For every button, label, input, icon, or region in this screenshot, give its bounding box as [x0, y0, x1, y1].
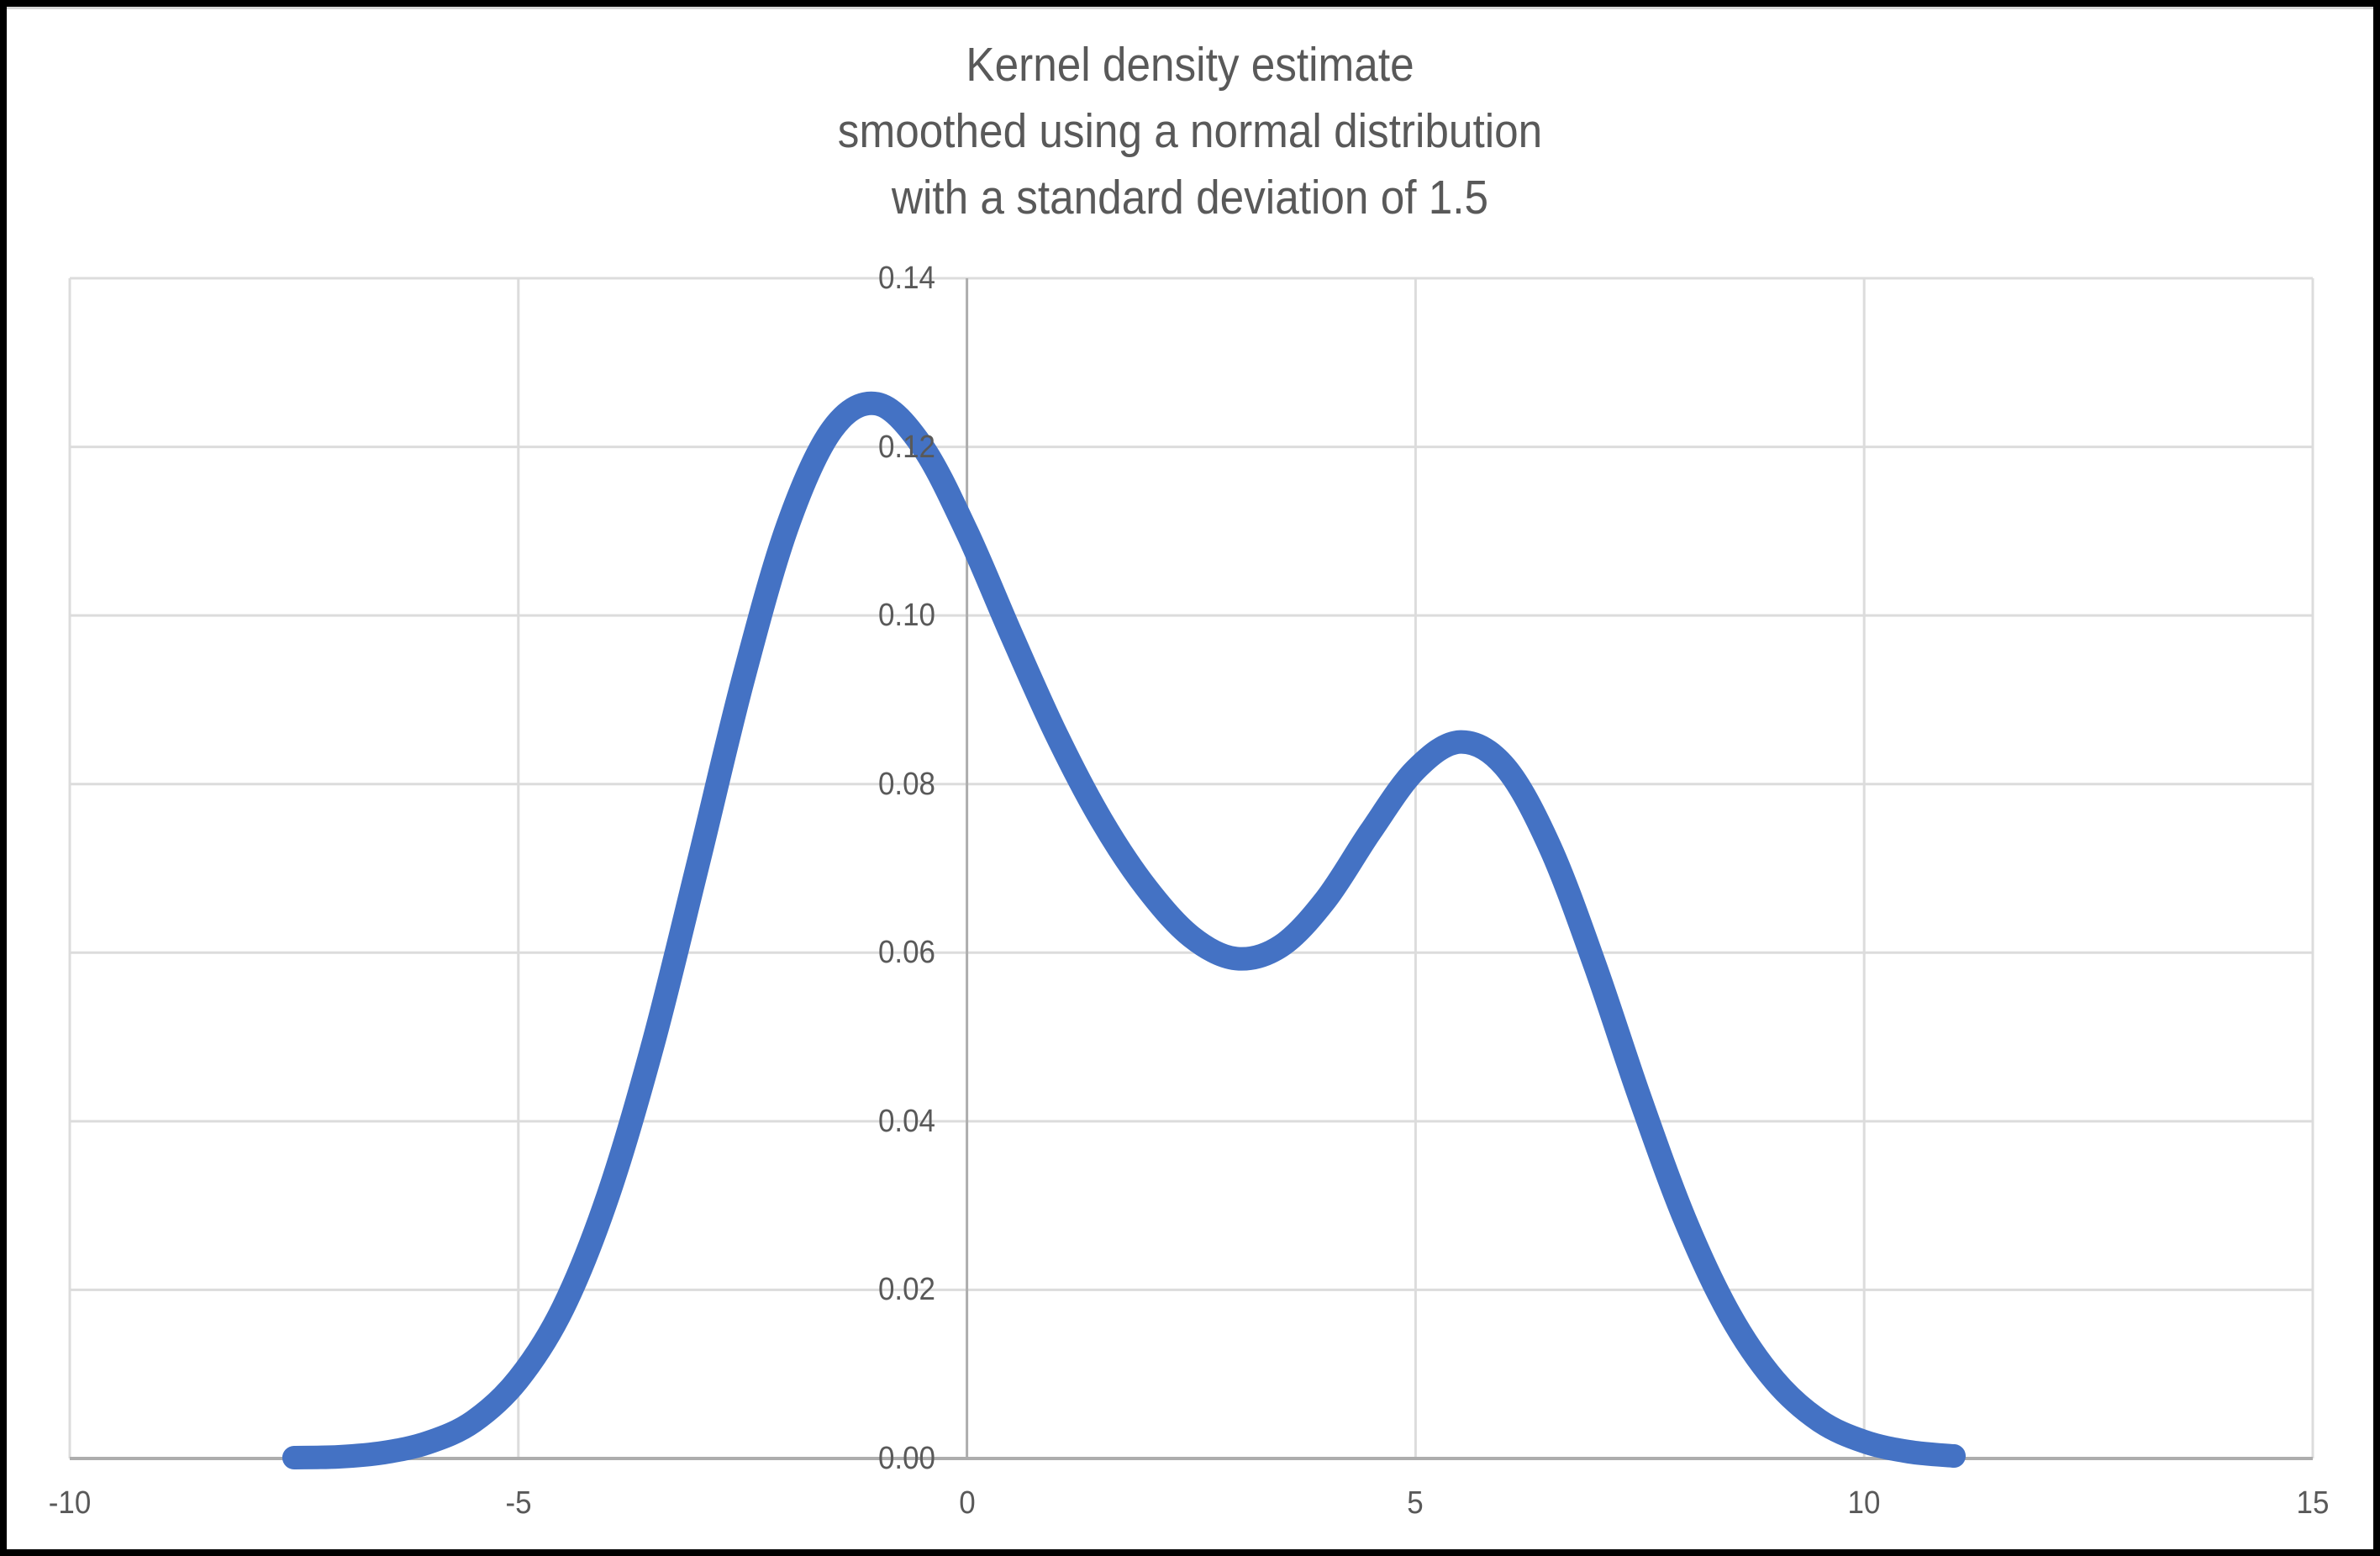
kde-curve	[282, 391, 1966, 1469]
chart-title-line-1: Kernel density estimate	[966, 38, 1414, 92]
chart-title: Kernel density estimate smoothed using a…	[119, 32, 2262, 231]
x-tick-label-15: 15	[2296, 1485, 2330, 1521]
y-tick-label-0.12: 0.12	[877, 429, 935, 465]
x-tick-label-5: 5	[1407, 1485, 1424, 1521]
y-tick-label-0.06: 0.06	[877, 935, 935, 971]
y-tick-label-0.08: 0.08	[877, 766, 935, 802]
y-tick-label-0.00: 0.00	[877, 1441, 935, 1476]
chart-title-line-3: with a standard deviation of 1.5	[891, 171, 1489, 224]
y-tick-label-0.02: 0.02	[877, 1272, 935, 1308]
y-tick-label-0.10: 0.10	[877, 598, 935, 634]
x-tick-label--5: -5	[505, 1485, 532, 1521]
x-tick-label-0: 0	[958, 1485, 976, 1521]
y-tick-label-0.04: 0.04	[877, 1103, 935, 1139]
x-tick-label-10: 10	[1847, 1485, 1881, 1521]
y-tick-label-0.14: 0.14	[877, 261, 935, 296]
x-tick-label--10: -10	[48, 1485, 92, 1521]
chart-title-line-2: smoothed using a normal distribution	[837, 104, 1543, 158]
